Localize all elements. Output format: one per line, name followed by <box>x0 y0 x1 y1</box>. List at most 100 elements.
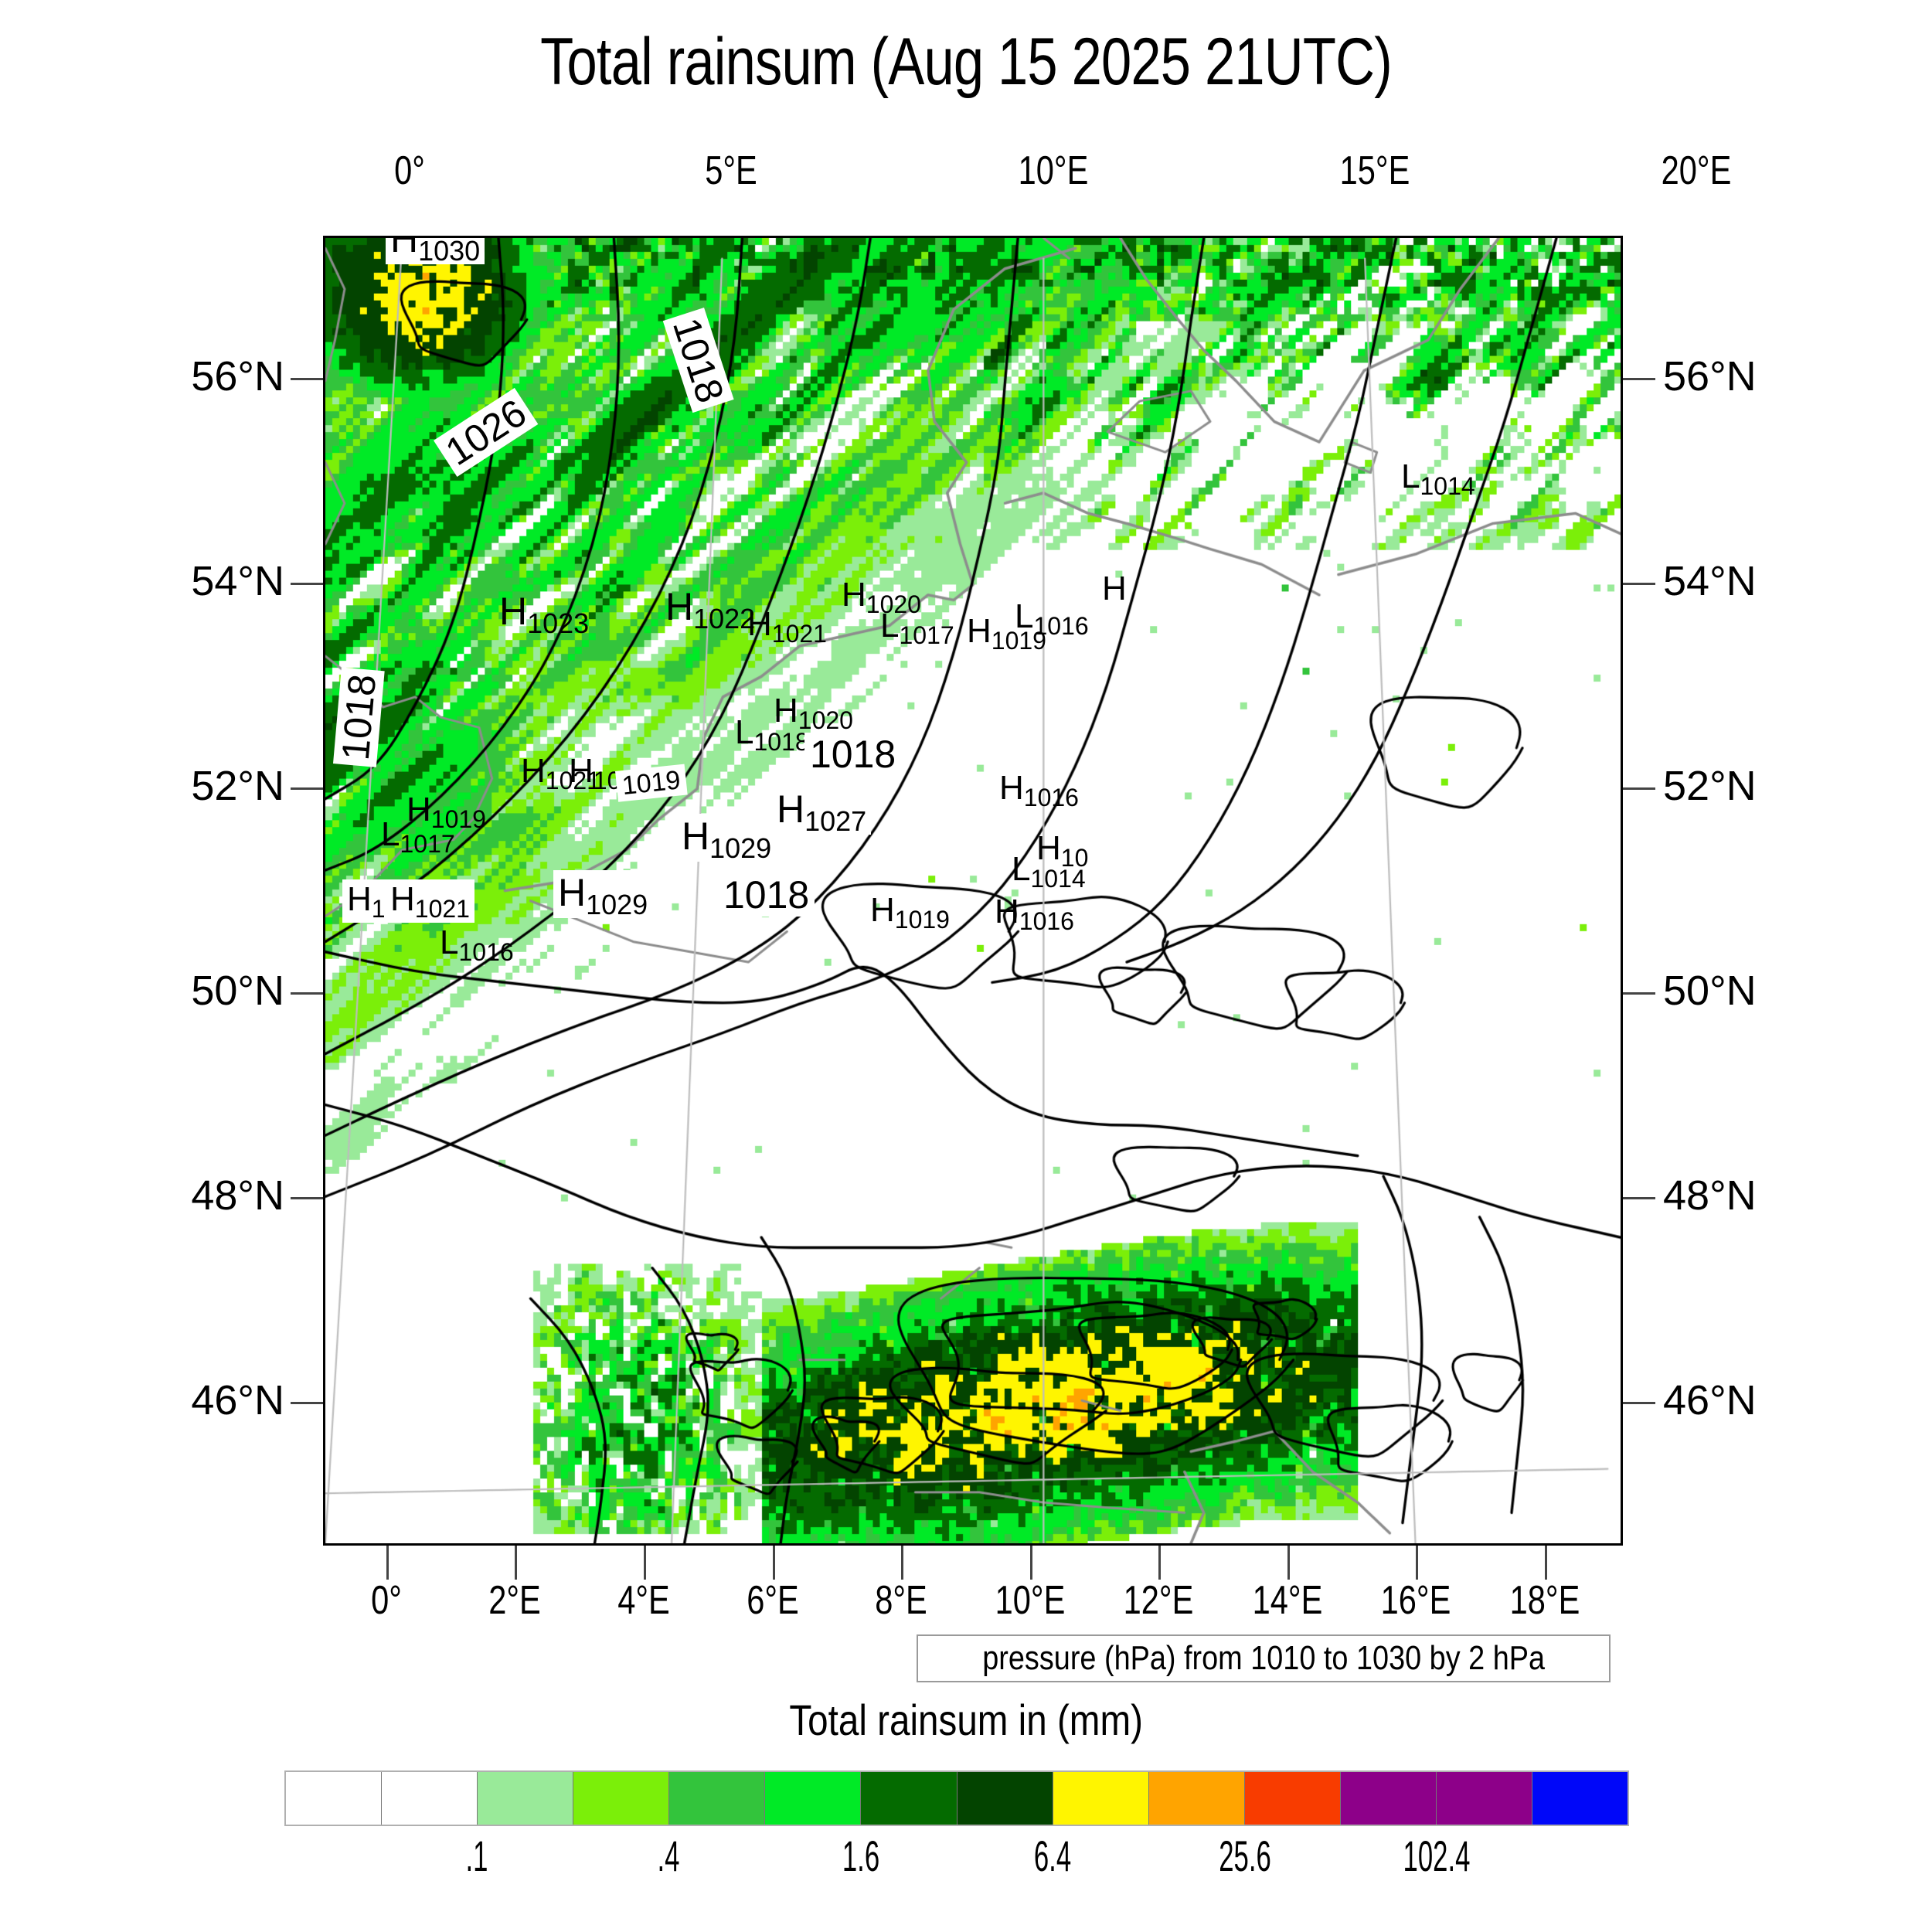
colorbar-caption-text: Total rainsum in (mm) <box>789 1696 1143 1744</box>
colorbar-cell-8 <box>1053 1772 1149 1825</box>
axis-right-tick-2: 52°N <box>1663 763 1757 810</box>
colorbar-tick-5: 102.4 <box>1403 1832 1471 1880</box>
axis-left-tick-2: 52°N <box>191 763 284 810</box>
axis-left-tickmark-2 <box>291 787 323 791</box>
isobar-label-1018-d: 1018 <box>804 733 902 776</box>
colorbar-caption: Total rainsum in (mm) <box>0 1697 1932 1743</box>
axis-bottom-tick-1: 2°E <box>488 1578 542 1623</box>
axis-top-tick-3: 15°E <box>1339 148 1410 193</box>
axis-bottom-tick-6: 12°E <box>1123 1578 1194 1623</box>
axis-bottom-tickmark-8 <box>1416 1546 1419 1580</box>
pressure-center-h1019-c: H1019 <box>870 891 950 934</box>
pressure-center-l1014-b: L1014 <box>1012 850 1086 893</box>
axis-right-tick-1: 54°N <box>1663 558 1757 605</box>
colorbar-tick-4: 25.6 <box>1219 1832 1271 1880</box>
pressure-contour-legend-text: pressure (hPa) from 1010 to 1030 by 2 hP… <box>982 1639 1545 1677</box>
isobar-label-1018-e: 1018 <box>718 873 815 917</box>
pressure-center-h1021-a: H1021 <box>747 605 827 648</box>
axis-left-tickmark-4 <box>291 1196 323 1199</box>
axis-right-tick-3: 50°N <box>1663 967 1757 1014</box>
pressure-center-h1019-a: H1019 <box>967 612 1046 655</box>
axis-right-tick-5: 46°N <box>1663 1376 1757 1423</box>
pressure-center-h1020-b: H1020 <box>774 692 853 734</box>
colorbar-cell-12 <box>1436 1772 1533 1825</box>
axis-left-tick-0: 56°N <box>191 353 284 400</box>
pressure-center-l1016-a: L1016 <box>1015 597 1089 640</box>
axis-left-tickmark-5 <box>291 1401 323 1404</box>
axis-bottom-tickmark-1 <box>515 1546 518 1580</box>
pressure-center-l1016-c: L1016 <box>440 923 514 966</box>
pressure-center-h-edge: H <box>1102 570 1127 607</box>
axis-bottom-tick-8: 16°E <box>1380 1578 1451 1623</box>
axis-left-tick-5: 46°N <box>191 1376 284 1423</box>
pressure-center-h1020-a: H1020 <box>842 576 921 618</box>
axis-left-tick-1: 54°N <box>191 558 284 605</box>
colorbar-cell-1 <box>382 1772 478 1825</box>
axis-bottom-tickmark-2 <box>643 1546 646 1580</box>
colorbar-cell-6 <box>861 1772 957 1825</box>
axis-bottom-tickmark-5 <box>1029 1546 1032 1580</box>
pressure-center-h1021-c: H1021 <box>386 879 474 923</box>
pressure-center-h1022: H1022 <box>665 585 756 634</box>
axis-left-tick-3: 50°N <box>191 967 284 1014</box>
axis-bottom-tickmark-3 <box>772 1546 775 1580</box>
pressure-center-l1018-b: L1018 <box>735 713 809 756</box>
axis-top-tick-0: 0° <box>394 148 425 193</box>
colorbar-tick-2: 1.6 <box>842 1832 879 1880</box>
pressure-center-h1029-a: H1029 <box>553 870 653 919</box>
axis-bottom-tick-3: 6°E <box>746 1578 799 1623</box>
colorbar-cell-5 <box>765 1772 862 1825</box>
colorbar-cell-13 <box>1532 1772 1628 1825</box>
axis-bottom-tick-4: 8°E <box>875 1578 927 1623</box>
pressure-center-l1014-right: L1014 <box>1401 457 1475 500</box>
axis-top-tick-4: 20°E <box>1661 148 1732 193</box>
colorbar-cell-11 <box>1340 1772 1437 1825</box>
colorbar-cell-3 <box>573 1772 670 1825</box>
pressure-center-h1021-b: H1021 <box>521 752 600 794</box>
pressure-center-h1016-b: H1016 <box>995 893 1074 935</box>
pressure-center-l1017-b: L1017 <box>381 815 455 858</box>
axis-bottom-tickmark-0 <box>386 1546 389 1580</box>
pressure-center-h1030: H1030 <box>386 238 485 265</box>
axis-bottom-tickmark-6 <box>1158 1546 1162 1580</box>
pressure-center-h101-b: H10 <box>1036 829 1089 872</box>
pressure-center-h1023: H1023 <box>499 590 590 639</box>
colorbar-cell-4 <box>669 1772 766 1825</box>
colorbar-cell-2 <box>478 1772 574 1825</box>
axis-right-tickmark-0 <box>1623 378 1655 381</box>
pressure-center-h1019-b: H1019 <box>406 791 486 833</box>
axis-left-tick-4: 48°N <box>191 1172 284 1219</box>
axis-right-tickmark-1 <box>1623 583 1655 586</box>
axis-right-tickmark-3 <box>1623 992 1655 995</box>
axis-bottom-tickmark-9 <box>1544 1546 1547 1580</box>
axis-left-tickmark-3 <box>291 992 323 995</box>
axis-top-tick-1: 5°E <box>705 148 758 193</box>
colorbar-tick-0: .1 <box>465 1832 488 1880</box>
isobar-label-1018-c: 1018 <box>333 667 385 767</box>
axis-right-tick-4: 48°N <box>1663 1172 1757 1219</box>
axis-top-tick-2: 10°E <box>1018 148 1088 193</box>
precipitation-map-canvas <box>325 238 1621 1543</box>
axis-right-tickmark-4 <box>1623 1196 1655 1199</box>
colorbar-cell-9 <box>1148 1772 1245 1825</box>
axis-right-tick-0: 56°N <box>1663 353 1757 400</box>
axis-bottom-tick-2: 4°E <box>617 1578 670 1623</box>
pressure-center-h1027: H1027 <box>772 787 872 835</box>
map-frame: H1030 L1028 L1014 H1023 H1022 H1021 H102… <box>323 236 1623 1546</box>
axis-bottom-tickmark-4 <box>901 1546 904 1580</box>
colorbar-cell-10 <box>1244 1772 1341 1825</box>
colorbar-tick-3: 6.4 <box>1034 1832 1072 1880</box>
pressure-center-h1016-a: H1016 <box>999 769 1079 811</box>
axis-right-tickmark-2 <box>1623 787 1655 791</box>
axis-bottom-tick-9: 18°E <box>1509 1578 1580 1623</box>
axis-bottom-tick-5: 10°E <box>995 1578 1065 1623</box>
axis-left-tickmark-1 <box>291 583 323 586</box>
pressure-center-h1029-b: H1029 <box>677 814 777 862</box>
colorbar-tick-1: .4 <box>657 1832 680 1880</box>
pressure-center-l1017-a: L1017 <box>880 607 954 649</box>
page-title: Total rainsum (Aug 15 2025 21UTC) <box>540 25 1393 99</box>
pressure-contour-legend: pressure (hPa) from 1010 to 1030 by 2 hP… <box>917 1634 1611 1682</box>
colorbar <box>284 1770 1629 1826</box>
axis-bottom-tick-7: 14°E <box>1252 1578 1322 1623</box>
colorbar-cell-0 <box>286 1772 383 1825</box>
